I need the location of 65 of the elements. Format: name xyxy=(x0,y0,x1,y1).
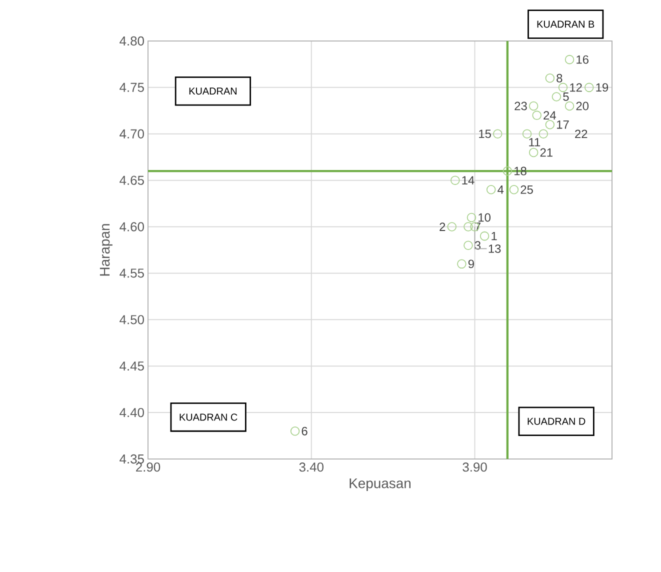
point xyxy=(522,129,532,139)
x-tick-label: 2.90 xyxy=(136,462,160,472)
point xyxy=(532,110,542,120)
annotation: 13 xyxy=(488,244,501,253)
point xyxy=(464,222,473,232)
y-axis-title: Harapan xyxy=(100,224,112,276)
point xyxy=(447,222,457,232)
point xyxy=(464,240,473,250)
annotation: 21 xyxy=(540,148,552,157)
point xyxy=(564,101,574,111)
y-tick-label: 4.70 xyxy=(120,129,144,138)
point xyxy=(457,259,466,269)
annotation: 6 xyxy=(302,426,308,436)
y-tick-label: 4.80 xyxy=(120,36,144,46)
point xyxy=(486,184,496,194)
annotation: 16 xyxy=(576,55,588,64)
annotation: 10 xyxy=(478,213,491,222)
point xyxy=(502,166,512,176)
y-tick-label: 4.50 xyxy=(120,315,144,324)
y-tick-label: 4.35 xyxy=(120,454,144,464)
point xyxy=(493,129,502,139)
point xyxy=(480,231,490,241)
annotation: KUADRAN D xyxy=(528,418,586,425)
x-tick-label: 3.40 xyxy=(299,462,324,472)
annotation: 12 xyxy=(570,83,582,92)
annotation: 23 xyxy=(514,102,527,110)
point xyxy=(528,101,538,111)
x-tick-label: 3.90 xyxy=(462,462,487,472)
y-tick-label: 4.65 xyxy=(120,176,144,185)
annotation: 1 xyxy=(492,232,497,240)
annotation: 4 xyxy=(498,186,504,194)
point xyxy=(584,82,594,92)
point xyxy=(545,74,555,83)
annotation: 15 xyxy=(479,130,491,138)
annotation: 2 xyxy=(440,222,446,231)
annotation: 14 xyxy=(462,176,474,184)
annotation: 17 xyxy=(557,120,569,129)
y-tick-label: 4.60 xyxy=(120,222,144,232)
y-tick-label: 4.40 xyxy=(120,408,144,418)
y-tick-label: 4.75 xyxy=(120,82,144,92)
annotation: KUADRAN C xyxy=(180,414,238,421)
point xyxy=(509,184,519,194)
annotation: 5 xyxy=(563,92,569,101)
point xyxy=(466,212,476,222)
point xyxy=(558,82,568,92)
annotation: 8 xyxy=(556,74,562,82)
annotation: 24 xyxy=(544,111,556,120)
point xyxy=(450,176,460,185)
point xyxy=(552,92,562,102)
point xyxy=(528,148,538,158)
annotation: 25 xyxy=(520,185,533,194)
y-tick-label: 4.55 xyxy=(120,268,144,278)
annotation: KUADRAN xyxy=(189,88,237,95)
annotation: 11 xyxy=(529,138,540,146)
x-axis-title: Kepuasan xyxy=(350,478,411,491)
point xyxy=(538,129,548,139)
annotation: 9 xyxy=(468,260,474,268)
text: KUADRAN B xyxy=(537,20,594,28)
point xyxy=(545,120,555,130)
y-tick-label: 4.45 xyxy=(120,362,144,371)
annotation: 20 xyxy=(576,102,589,110)
annotation: 19 xyxy=(596,83,608,92)
annotation: 22 xyxy=(575,130,588,138)
point xyxy=(290,426,300,436)
point xyxy=(564,54,574,64)
